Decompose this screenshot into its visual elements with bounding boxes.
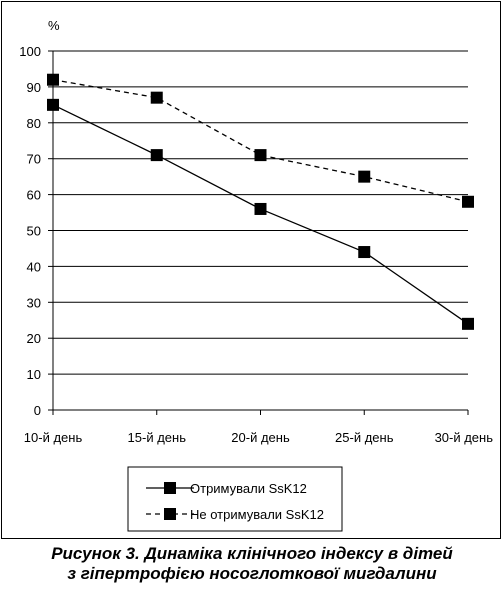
caption-line-2: з гіпертрофією носоглоткової мигдалини <box>67 564 437 583</box>
series-line <box>52 79 469 203</box>
legend-marker <box>164 508 176 520</box>
y-tick-label: 50 <box>27 224 41 239</box>
data-point-marker <box>150 91 163 104</box>
caption-line-1: Рисунок 3. Динаміка клінічного індексу в… <box>51 544 453 563</box>
legend-marker <box>164 482 176 494</box>
data-point-marker <box>462 317 474 330</box>
y-tick-label: 90 <box>27 80 41 95</box>
data-point-marker <box>254 202 267 215</box>
y-tick-label: 80 <box>27 116 41 131</box>
axes <box>48 50 469 415</box>
y-tick-label: 10 <box>27 367 41 382</box>
data-point-marker <box>150 149 163 162</box>
legend-label: Отримували SsK12 <box>190 481 307 496</box>
x-tick-label: 20-й день <box>231 430 290 445</box>
legend-item: Не отримували SsK12 <box>146 507 324 522</box>
data-point-marker <box>358 170 371 183</box>
y-tick-label: 0 <box>34 403 41 418</box>
data-point-marker <box>462 195 474 208</box>
series-1 <box>47 98 474 330</box>
series-lines <box>47 73 474 330</box>
data-point-marker <box>254 149 267 162</box>
x-tick-labels: 10-й день 15-й день 20-й день 25-й день 30-й… <box>24 430 493 445</box>
y-tick-labels: 0 10 20 30 40 50 60 70 80 90 100 <box>19 44 41 418</box>
grid-lines <box>53 50 468 375</box>
y-tick-label: 70 <box>27 152 41 167</box>
y-tick-label: 40 <box>27 259 41 274</box>
legend: Отримували SsK12 Не отримували SsK12 <box>127 466 343 532</box>
figure-caption: Рисунок 3. Динаміка клінічного індексу в… <box>0 544 504 584</box>
y-tick-label: 30 <box>27 295 41 310</box>
data-point-marker <box>358 246 371 259</box>
series-2 <box>47 73 474 208</box>
data-point-marker <box>47 98 59 111</box>
x-tick-label: 25-й день <box>335 430 394 445</box>
x-tick-label: 15-й день <box>128 430 187 445</box>
x-tick-label: 30-й день <box>435 430 494 445</box>
legend-box <box>127 466 343 532</box>
y-unit-label: % <box>48 18 60 33</box>
y-tick-label: 20 <box>27 331 41 346</box>
legend-label: Не отримували SsK12 <box>190 507 324 522</box>
figure-frame <box>1 1 501 539</box>
line-chart: 0 10 20 30 40 50 60 70 80 90 100 10-й день 15-й ден… <box>19 18 493 532</box>
y-tick-label: 100 <box>19 44 41 59</box>
legend-item: Отримували SsK12 <box>146 481 307 496</box>
x-tick-label: 10-й день <box>24 430 83 445</box>
y-tick-label: 60 <box>27 188 41 203</box>
data-point-marker <box>47 73 59 86</box>
